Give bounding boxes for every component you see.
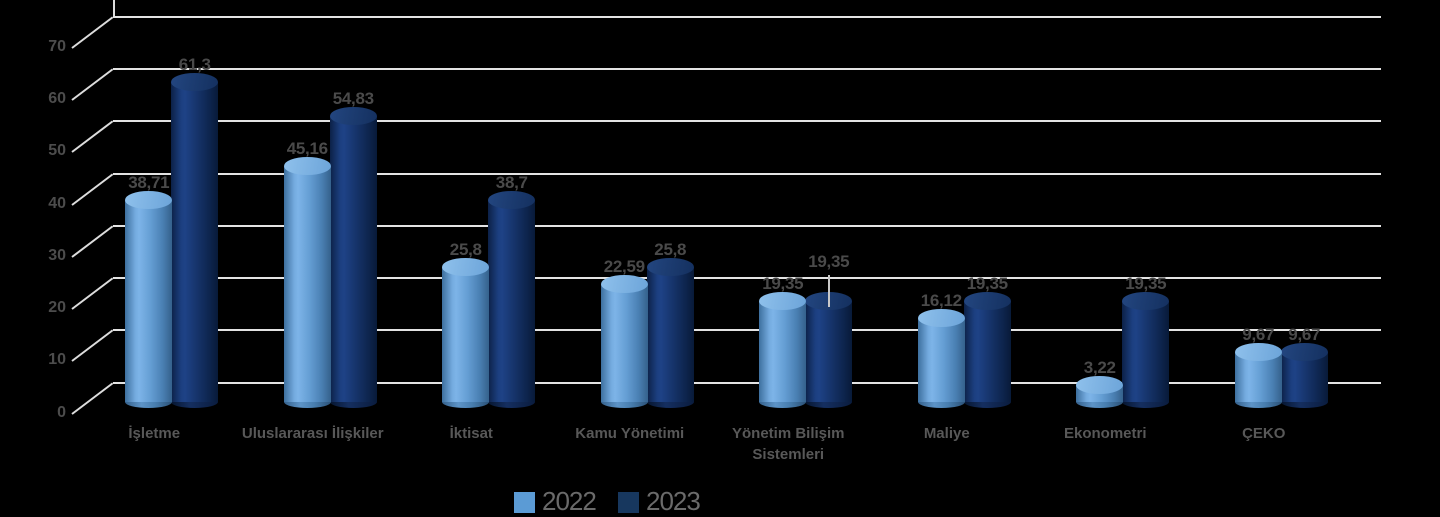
y-axis-tick-label: 0 — [57, 403, 66, 421]
bar-2022-6 — [917, 308, 965, 408]
cylinder-top — [646, 258, 694, 277]
cylinder-top — [171, 72, 219, 91]
cylinder-top — [283, 157, 331, 176]
legend-swatch-2022 — [514, 492, 535, 513]
bar-value-label: 45,16 — [286, 139, 328, 159]
gridline — [113, 329, 1381, 332]
cylinder-body — [283, 166, 331, 402]
gridline — [113, 224, 1381, 227]
y-axis-tick-label: 20 — [48, 299, 66, 317]
gridline — [113, 277, 1381, 280]
cylinder-top — [329, 106, 377, 125]
bar-value-label: 38,7 — [495, 172, 528, 192]
gridline — [113, 120, 1381, 123]
axis-tick-line — [71, 225, 114, 258]
bar-value-label: 16,12 — [920, 290, 962, 310]
category-label: Maliye — [923, 425, 970, 442]
gridline — [113, 16, 1381, 18]
category-label: Ekonometri — [1063, 425, 1147, 442]
bar-2022-1 — [125, 190, 173, 408]
bar-2023-2 — [329, 106, 377, 408]
bar-2023-6 — [963, 291, 1011, 408]
bar-value-label: 25,8 — [449, 240, 482, 260]
cylinder-body — [646, 267, 694, 402]
gridline — [113, 381, 1381, 384]
bar-value-label: 22,59 — [603, 257, 645, 277]
bar-value-label: 19,35 — [966, 273, 1008, 293]
legend-label-2022: 2022 — [542, 486, 597, 516]
cylinder-body — [805, 300, 853, 402]
cylinder-top — [600, 275, 648, 294]
y-axis-tick-label: 10 — [48, 351, 66, 369]
cylinder-top — [963, 291, 1011, 310]
bar-2023-5 — [805, 291, 853, 408]
cylinder-top — [1234, 342, 1282, 361]
cylinder-body — [963, 300, 1011, 402]
bar-value-label: 19,35 — [808, 251, 850, 271]
bar-2023-8 — [1280, 342, 1328, 408]
cylinder-top — [1076, 376, 1124, 395]
cylinder-body — [1122, 300, 1170, 402]
axis-tick-line — [71, 120, 114, 154]
cylinder-body — [600, 284, 648, 402]
y-axis-tick-label: 30 — [48, 246, 66, 264]
cylinder-top — [1122, 291, 1170, 310]
axis-tick-line — [71, 277, 114, 310]
bar-2022-3 — [442, 258, 490, 408]
category-label: ÇEKO — [1242, 425, 1286, 442]
cylinder-top — [759, 291, 807, 310]
bar-2022-7 — [1076, 376, 1124, 408]
bar-value-label: 3,22 — [1083, 358, 1116, 378]
cylinder-body — [488, 199, 536, 402]
bar-2023-1 — [171, 72, 219, 408]
bar-value-label: 19,35 — [762, 273, 804, 293]
axis-tick-line — [71, 329, 114, 363]
category-label: Kamu Yönetimi — [575, 425, 685, 442]
category-label: Uluslararası İlişkiler — [241, 425, 384, 442]
bar-value-label: 9,67 — [1288, 324, 1321, 344]
axis-tick-line — [71, 68, 114, 102]
cylinder-body — [125, 199, 173, 402]
bar-2022-4 — [600, 275, 648, 408]
bar-value-label: 9,67 — [1242, 324, 1275, 344]
bar-2022-5 — [759, 291, 807, 408]
chart-legend: 2022 2023 — [0, 486, 1440, 516]
y-axis-tick-label: 60 — [48, 90, 66, 108]
bar-2022-2 — [283, 157, 331, 408]
bar-2023-3 — [488, 190, 536, 408]
legend-label-2023: 2023 — [646, 486, 701, 516]
bar-value-label: 19,35 — [1125, 273, 1167, 293]
y-axis-tick-label: 50 — [48, 142, 66, 160]
category-label: Yönetim Bilişim Sistemleri — [731, 425, 845, 463]
axis-wall-edge — [113, 0, 115, 17]
category-label: İşletme — [128, 425, 181, 442]
y-axis-tick-label: 40 — [48, 194, 66, 212]
bar-2022-8 — [1234, 342, 1282, 408]
bar-value-label: 54,83 — [332, 88, 374, 108]
bar-2023-7 — [1122, 291, 1170, 408]
bar-value-label: 61,3 — [178, 54, 211, 74]
axis-tick-line — [71, 381, 114, 415]
label-leader-line — [827, 274, 830, 307]
bar-value-label: 25,8 — [654, 240, 687, 260]
cylinder-body — [759, 300, 807, 402]
bar-2023-4 — [646, 258, 694, 408]
category-label: İktisat — [449, 425, 493, 442]
bar-value-label: 38,71 — [128, 172, 170, 192]
cylinder-body — [917, 317, 965, 402]
cylinder-top — [442, 258, 490, 277]
y-axis-tick-label: 70 — [48, 38, 66, 55]
cylinder-body — [442, 267, 490, 402]
axis-tick-line — [71, 16, 114, 49]
cylinder-body — [171, 81, 219, 402]
cylinder-body — [329, 115, 377, 402]
cylinder-top — [125, 190, 173, 209]
cylinder-top — [1280, 342, 1328, 361]
gridline — [113, 172, 1381, 175]
legend-swatch-2023 — [618, 492, 639, 513]
cylinder-top — [488, 190, 536, 209]
gridline — [113, 68, 1381, 71]
cylinder-top — [917, 308, 965, 327]
